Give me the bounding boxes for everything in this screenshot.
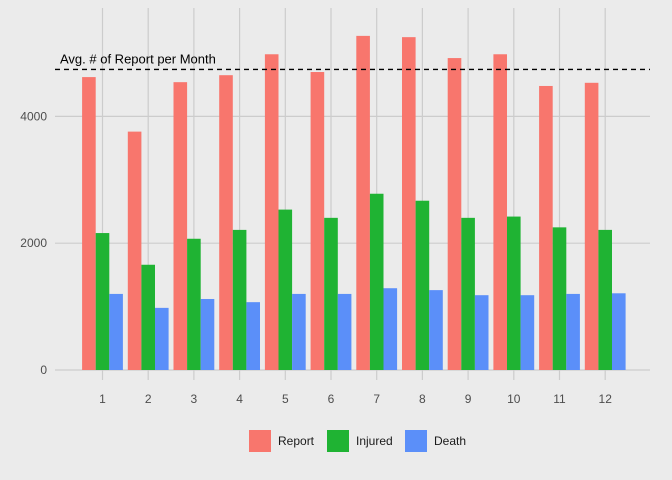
x-axis-tick-labels: 1 2 3 4 5 6 7 8 9 10 11 12	[99, 392, 612, 406]
bar-report-11	[539, 85, 553, 370]
bar-death-3	[200, 298, 215, 370]
x-tick-label: 7	[373, 392, 380, 406]
x-tick-label: 6	[328, 392, 335, 406]
bar-report-3	[173, 82, 188, 370]
bar-injured-12	[598, 229, 612, 370]
bar-report-5	[264, 54, 279, 370]
bar-report-1	[82, 77, 96, 370]
bar-report-12	[584, 82, 599, 370]
x-tick-label: 2	[145, 392, 152, 406]
legend: Report Injured Death	[249, 430, 466, 452]
y-axis-tick-labels: 0 2000 4000	[20, 109, 47, 377]
x-tick-label: 12	[599, 392, 613, 406]
bar-death-7	[383, 288, 398, 370]
bar-injured-2	[141, 264, 155, 370]
bar-injured-4	[232, 229, 247, 370]
bar-injured-9	[461, 217, 475, 370]
bar-injured-3	[187, 238, 201, 370]
y-tick-label: 0	[40, 363, 47, 377]
bar-death-6	[337, 293, 352, 370]
bar-death-2	[155, 307, 169, 370]
bar-injured-7	[369, 193, 384, 370]
x-tick-label: 9	[465, 392, 472, 406]
bar-report-9	[447, 58, 462, 371]
y-tick-label: 2000	[20, 236, 47, 250]
bar-death-1	[109, 293, 123, 370]
bar-injured-5	[278, 209, 293, 370]
bar-report-7	[356, 35, 370, 371]
bar-injured-6	[324, 217, 338, 370]
legend-label-report: Report	[278, 434, 315, 448]
bar-death-5	[292, 293, 306, 370]
x-tick-label: 10	[507, 392, 521, 406]
bar-injured-8	[415, 200, 430, 370]
reference-line-group: Avg. # of Report per Month	[55, 51, 650, 71]
x-tick-label: 4	[236, 392, 243, 406]
bars	[82, 35, 626, 371]
bar-injured-1	[95, 233, 110, 370]
bar-report-2	[127, 131, 142, 370]
x-tick-label: 11	[553, 392, 566, 406]
bar-report-8	[402, 37, 416, 371]
bar-report-10	[493, 54, 507, 370]
legend-label-death: Death	[434, 434, 466, 448]
bar-death-8	[429, 290, 443, 370]
legend-key-injured	[327, 430, 349, 452]
legend-key-death	[405, 430, 427, 452]
bar-death-10	[520, 295, 535, 370]
x-tick-label: 8	[419, 392, 426, 406]
y-tick-label: 4000	[20, 109, 47, 123]
bar-death-4	[246, 302, 260, 370]
bar-report-6	[310, 72, 325, 371]
legend-label-injured: Injured	[356, 434, 393, 448]
bar-injured-11	[552, 227, 567, 370]
bar-death-9	[474, 295, 489, 370]
average-reference-label: Avg. # of Report per Month	[60, 51, 216, 66]
bar-report-4	[219, 75, 233, 370]
x-tick-label: 3	[191, 392, 198, 406]
x-tick-label: 1	[99, 392, 106, 406]
bar-death-12	[612, 293, 626, 370]
x-tick-label: 5	[282, 392, 289, 406]
legend-key-report	[249, 430, 271, 452]
bar-injured-10	[507, 216, 521, 370]
bar-death-11	[566, 293, 580, 370]
